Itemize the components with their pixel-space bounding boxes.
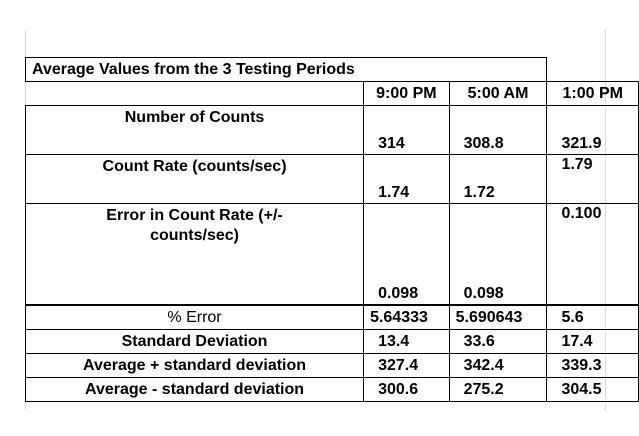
column-header: 5:00 AM (448, 81, 548, 106)
row-label: Average - standard deviation (24, 377, 365, 402)
table-row: Error in Count Rate (+/- counts/sec) 0.0… (24, 203, 639, 306)
table-row: Number of Counts 314 308.8 321.9 (24, 105, 639, 155)
cell: 300.6 (363, 377, 450, 402)
cell: 327.4 (363, 353, 450, 378)
cell: 342.4 (448, 353, 548, 378)
cell: 1.72 (448, 154, 548, 204)
cell: 0.098 (363, 203, 450, 306)
cell: 275.2 (448, 377, 548, 402)
cell: 339.3 (546, 353, 639, 378)
table-row: % Error 5.64333 5.690643 5.6 (24, 304, 639, 330)
cell: 13.4 (363, 329, 450, 354)
cell: 1.79 (546, 154, 639, 204)
cell: 33.6 (448, 329, 548, 354)
cell: 314 (363, 105, 450, 155)
cell: 1.74 (363, 154, 450, 204)
row-label: % Error (24, 304, 365, 330)
row-label: Count Rate (counts/sec) (24, 154, 365, 204)
table-row: Average - standard deviation 300.6 275.2… (24, 377, 639, 402)
table-row: Count Rate (counts/sec) 1.74 1.72 1.79 (24, 154, 639, 204)
cell: 5.64333 (363, 304, 450, 330)
column-header: 1:00 PM (546, 81, 639, 106)
cell: 0.100 (546, 203, 639, 306)
row-label: Number of Counts (24, 105, 365, 155)
row-label: Average + standard deviation (24, 353, 365, 378)
blank-cell (25, 81, 365, 106)
data-table: Average Values from the 3 Testing Period… (24, 57, 639, 402)
cell: 304.5 (546, 377, 639, 402)
table-row: Average + standard deviation 327.4 342.4… (24, 353, 639, 378)
cell: 5.690643 (448, 304, 548, 330)
row-label: Error in Count Rate (+/- counts/sec) (24, 203, 365, 306)
cell: 0.098 (448, 203, 548, 306)
table-title: Average Values from the 3 Testing Period… (24, 57, 547, 82)
cell: 308.8 (448, 105, 548, 155)
row-label: Standard Deviation (24, 329, 365, 354)
header-row: 9:00 PM 5:00 AM 1:00 PM (25, 81, 639, 106)
cell: 5.6 (546, 304, 639, 330)
column-header: 9:00 PM (363, 81, 450, 106)
cell: 321.9 (546, 105, 639, 155)
cell: 17.4 (546, 329, 639, 354)
title-row: Average Values from the 3 Testing Period… (24, 57, 639, 82)
table-row: Standard Deviation 13.4 33.6 17.4 (24, 329, 639, 354)
blank-cell (546, 57, 639, 82)
